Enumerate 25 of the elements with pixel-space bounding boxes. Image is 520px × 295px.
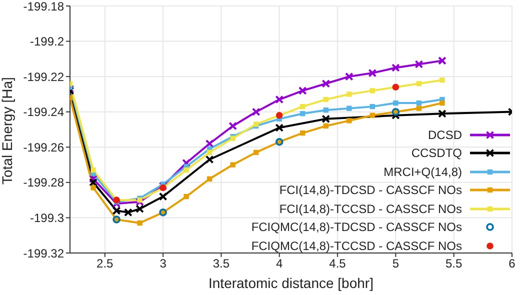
y-tick-label: -199.2 [30, 34, 64, 49]
x-tick-label: 3.5 [212, 256, 230, 271]
legend-label: FCIQMC(14,8)-TDCSD - CASSCF NOs [251, 220, 462, 234]
x-tick-label: 5.5 [446, 256, 463, 271]
x-tick-label: 6 [508, 256, 516, 271]
legend-label: DCSD [428, 128, 462, 142]
x-tick-label: 5 [392, 256, 400, 271]
y-tick-label: -199.24 [23, 105, 64, 120]
x-tick-label: 4.5 [329, 256, 346, 271]
x-tick-label: 3 [160, 256, 167, 271]
y-tick-label: -199.22 [23, 70, 64, 84]
y-axis-title: Total Energy [Ha] [0, 77, 15, 184]
y-tick-label: -199.3 [30, 210, 64, 225]
legend-label: CCSDTQ [411, 146, 462, 160]
x-axis-title: Interatomic distance [bohr] [208, 275, 374, 291]
y-tick-label: -199.26 [23, 140, 64, 154]
x-tick-label: 2.5 [96, 256, 114, 271]
y-tick-label: -199.18 [23, 0, 64, 14]
y-tick-label: -199.32 [23, 246, 64, 260]
legend-label: FCIQMC(14,8)-TCCSD - CASSCF NOs [251, 238, 462, 253]
legend-label: FCI(14,8)-TCCSD - CASSCF NOs [279, 202, 462, 216]
legend-label: MRCI+Q(14,8) [384, 164, 462, 179]
x-tick-label: 4 [276, 256, 284, 271]
legend-label: FCI(14,8)-TDCSD - CASSCF NOs [279, 183, 462, 198]
y-tick-label: -199.28 [23, 176, 64, 190]
